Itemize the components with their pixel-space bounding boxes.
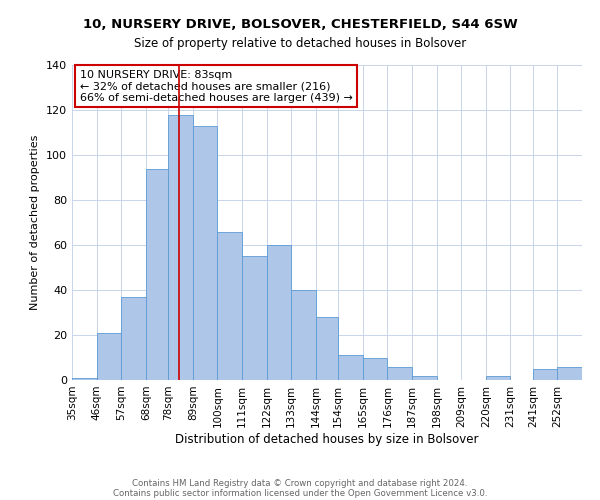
Bar	[388, 366, 412, 380]
Bar	[412, 376, 437, 380]
Bar	[242, 256, 266, 380]
X-axis label: Distribution of detached houses by size in Bolsover: Distribution of detached houses by size …	[175, 432, 479, 446]
Bar	[121, 296, 146, 380]
Bar	[338, 355, 363, 380]
Text: 10 NURSERY DRIVE: 83sqm
← 32% of detached houses are smaller (216)
66% of semi-d: 10 NURSERY DRIVE: 83sqm ← 32% of detache…	[80, 70, 353, 103]
Bar	[97, 333, 121, 380]
Text: 10, NURSERY DRIVE, BOLSOVER, CHESTERFIELD, S44 6SW: 10, NURSERY DRIVE, BOLSOVER, CHESTERFIEL…	[83, 18, 517, 30]
Bar	[193, 126, 217, 380]
Bar	[363, 358, 388, 380]
Bar	[217, 232, 242, 380]
Bar	[291, 290, 316, 380]
Text: Contains public sector information licensed under the Open Government Licence v3: Contains public sector information licen…	[113, 488, 487, 498]
Bar	[146, 168, 168, 380]
Bar	[266, 245, 291, 380]
Text: Size of property relative to detached houses in Bolsover: Size of property relative to detached ho…	[134, 38, 466, 51]
Bar	[316, 317, 338, 380]
Bar	[486, 376, 511, 380]
Text: Contains HM Land Registry data © Crown copyright and database right 2024.: Contains HM Land Registry data © Crown c…	[132, 478, 468, 488]
Bar	[168, 114, 193, 380]
Bar	[557, 366, 582, 380]
Y-axis label: Number of detached properties: Number of detached properties	[31, 135, 40, 310]
Bar	[72, 378, 97, 380]
Bar	[533, 369, 557, 380]
